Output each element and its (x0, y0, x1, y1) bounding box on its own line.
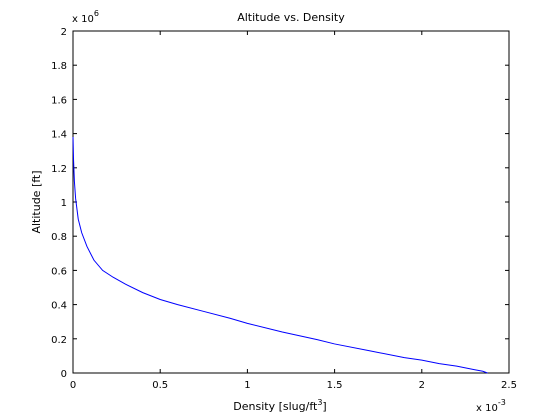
y-tick-label: 1.6 (51, 95, 67, 106)
y-tick-label: 1.2 (51, 164, 67, 175)
y-tick-label: 1.4 (51, 130, 67, 141)
y-tick-label: 0.2 (51, 335, 67, 346)
chart-title: Altitude vs. Density (237, 11, 345, 24)
x-axis-label: Density [slug/ft3] (233, 398, 326, 413)
y-tick-label: 1.8 (51, 61, 67, 72)
y-axis-label: Altitude [ft] (30, 170, 43, 233)
y-tick-label: 0 (61, 369, 67, 380)
x-tick-label: 1 (244, 380, 250, 391)
x-tick-label: 2.5 (501, 380, 517, 391)
x-tick-label: 2 (419, 380, 425, 391)
y-tick-label: 0.8 (51, 232, 67, 243)
y-tick-label: 0.4 (51, 301, 67, 312)
x-tick-label: 0 (70, 380, 76, 391)
plot-area (73, 31, 509, 373)
y-tick-label: 2 (61, 27, 67, 38)
y-tick-label: 1 (61, 198, 67, 209)
y-tick-label: 0.6 (51, 266, 67, 277)
x-tick-label: 1.5 (327, 380, 343, 391)
x-tick-label: 0.5 (152, 380, 168, 391)
